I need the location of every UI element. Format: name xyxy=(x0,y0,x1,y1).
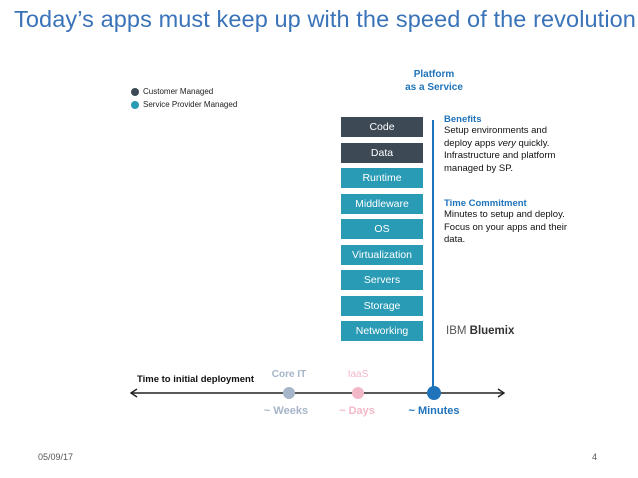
time-commitment-heading: Time Commitment xyxy=(444,198,527,209)
time-commitment-line-2: Focus on your apps and their xyxy=(444,221,568,233)
timeline-point-core-it xyxy=(283,387,295,399)
benefits-block: Benefits Setup environments and deploy a… xyxy=(444,114,604,175)
footer-page-number: 4 xyxy=(592,452,598,462)
benefits-line-3: Infrastructure and platform xyxy=(444,150,556,161)
layer-code: Code xyxy=(341,117,423,137)
layer-middleware: Middleware xyxy=(341,193,423,214)
benefits-heading: Benefits xyxy=(444,114,482,125)
timeline-top-label-core-it: Core IT xyxy=(271,369,307,380)
timeline-top-label-iaas: IaaS xyxy=(347,369,369,380)
slide-title: Today’s apps must keep up with the speed… xyxy=(14,6,638,32)
time-commitment-line-3: data. xyxy=(444,234,466,245)
legend-customer-swatch xyxy=(131,88,139,96)
footer-date: 05/09/17 xyxy=(38,452,74,462)
layer-servers: Servers xyxy=(341,270,423,290)
time-commitment-line-1: Minutes to setup and deploy. xyxy=(444,209,565,220)
benefits-line-2: deploy apps very quickly. xyxy=(444,137,550,149)
platform-heading-line1: Platform xyxy=(413,69,455,80)
timeline-point-iaas xyxy=(352,387,364,399)
benefits-line-4: managed by SP. xyxy=(444,162,514,174)
paas-divider-line xyxy=(432,120,434,388)
time-commitment-block: Time Commitment Minutes to setup and dep… xyxy=(444,198,604,247)
layer-data: Data xyxy=(341,142,423,163)
platform-heading: Platform as a Service xyxy=(380,68,488,94)
benefits-line-1: Setup environments and xyxy=(444,125,547,136)
layer-storage: Storage xyxy=(341,295,423,316)
timeline-bottom-label-minutes: ~ Minutes xyxy=(408,405,460,417)
timeline-bottom-label-days: ~ Days xyxy=(339,405,375,417)
legend-provider-swatch xyxy=(131,101,139,109)
timeline-axis-label: Time to initial deployment xyxy=(137,374,255,385)
axis-arrow-left xyxy=(129,388,138,398)
layer-virtualization: Virtualization xyxy=(341,244,423,265)
legend-customer-label: Customer Managed xyxy=(143,87,214,96)
layer-runtime: Runtime xyxy=(341,168,423,188)
layer-networking: Networking xyxy=(341,321,423,341)
legend-provider-label: Service Provider Managed xyxy=(143,100,238,109)
platform-heading-line2: as a Service xyxy=(405,82,463,93)
ibm-bluemix-label: IBM Bluemix xyxy=(446,325,515,337)
timeline-point-paas xyxy=(427,386,441,400)
timeline-bottom-label-weeks: ~ Weeks xyxy=(263,405,309,417)
axis-arrow-right xyxy=(497,388,506,398)
layer-os: OS xyxy=(341,219,423,239)
